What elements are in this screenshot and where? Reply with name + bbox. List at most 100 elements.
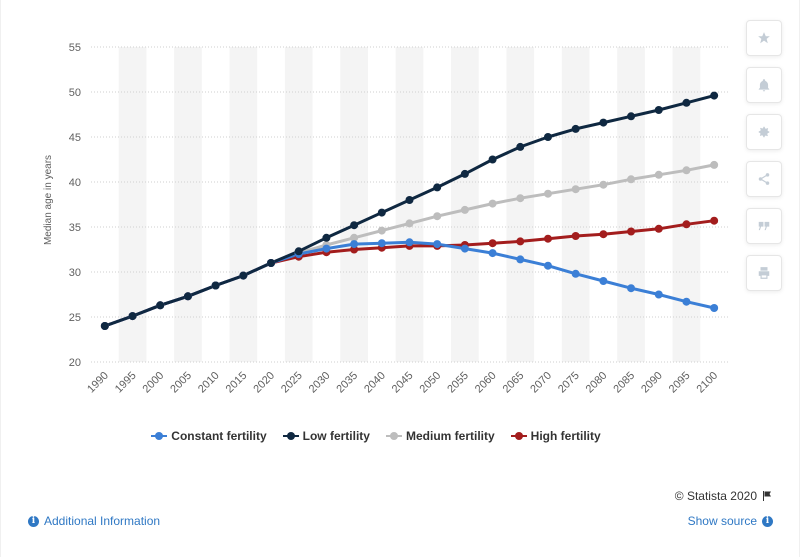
data-point-low-fertility[interactable] [627, 112, 636, 121]
data-point-high-fertility[interactable] [682, 220, 691, 229]
data-point-constant-fertility[interactable] [350, 240, 359, 249]
data-point-low-fertility[interactable] [239, 271, 248, 280]
y-tick-label: 45 [69, 132, 81, 144]
x-tick-label: 2005 [168, 370, 194, 396]
data-point-low-fertility[interactable] [682, 98, 691, 107]
legend-item-low-fertility[interactable]: Low fertility [282, 429, 370, 443]
data-point-low-fertility[interactable] [460, 169, 469, 178]
series-points [100, 91, 719, 330]
data-point-low-fertility[interactable] [377, 208, 386, 217]
data-point-low-fertility[interactable] [654, 106, 663, 114]
data-point-low-fertility[interactable] [267, 259, 276, 267]
data-point-medium-fertility[interactable] [516, 194, 525, 203]
statista-credit[interactable]: © Statista 2020 [675, 489, 773, 503]
data-point-high-fertility[interactable] [543, 234, 552, 243]
y-tick-label: 20 [69, 357, 81, 369]
data-point-low-fertility[interactable] [543, 133, 552, 141]
legend-item-medium-fertility[interactable]: Medium fertility [385, 429, 495, 443]
data-point-medium-fertility[interactable] [377, 226, 386, 235]
notification-button[interactable] [746, 67, 782, 103]
data-point-constant-fertility[interactable] [654, 290, 663, 299]
data-point-high-fertility[interactable] [654, 224, 663, 233]
data-point-low-fertility[interactable] [322, 233, 331, 242]
data-point-high-fertility[interactable] [710, 216, 719, 225]
x-tick-label: 2065 [501, 370, 527, 396]
data-point-low-fertility[interactable] [405, 196, 414, 204]
data-point-low-fertility[interactable] [710, 91, 719, 100]
data-point-constant-fertility[interactable] [460, 244, 469, 253]
additional-information-label: Additional Information [44, 514, 161, 528]
data-point-constant-fertility[interactable] [599, 277, 608, 285]
column-band [284, 47, 313, 362]
data-point-low-fertility[interactable] [599, 118, 608, 127]
data-point-medium-fertility[interactable] [543, 189, 552, 198]
legend-item-constant-fertility[interactable]: Constant fertility [151, 429, 267, 443]
data-point-medium-fertility[interactable] [627, 175, 636, 184]
settings-button[interactable] [746, 114, 782, 150]
favorite-button[interactable] [746, 20, 782, 56]
x-tick-label: 2085 [611, 370, 637, 396]
column-band [118, 47, 147, 362]
data-point-medium-fertility[interactable] [488, 199, 497, 208]
cite-button[interactable] [746, 208, 782, 244]
data-point-constant-fertility[interactable] [627, 284, 636, 293]
column-band [451, 47, 479, 362]
info-icon: i [762, 515, 773, 527]
data-point-medium-fertility[interactable] [405, 219, 414, 228]
x-tick-label: 2090 [639, 370, 665, 396]
y-tick-label: 50 [69, 87, 81, 99]
y-axis-label: Median age in years [43, 155, 54, 245]
column-band [672, 47, 701, 362]
show-source-link[interactable]: Show source i [688, 514, 773, 528]
x-tick-label: 2095 [667, 370, 693, 396]
data-point-low-fertility[interactable] [211, 281, 220, 290]
flag-icon [763, 491, 771, 501]
data-point-medium-fertility[interactable] [433, 212, 442, 221]
data-point-constant-fertility[interactable] [543, 261, 552, 270]
data-point-low-fertility[interactable] [516, 142, 525, 151]
column-bands [118, 47, 701, 362]
x-tick-label: 2100 [694, 370, 720, 396]
data-point-constant-fertility[interactable] [571, 269, 580, 278]
data-point-constant-fertility[interactable] [516, 255, 525, 264]
data-point-medium-fertility[interactable] [682, 166, 691, 175]
data-point-low-fertility[interactable] [433, 183, 442, 192]
data-point-constant-fertility[interactable] [377, 239, 386, 248]
data-point-constant-fertility[interactable] [682, 297, 691, 306]
x-tick-label: 1990 [85, 370, 111, 396]
data-point-high-fertility[interactable] [488, 239, 497, 248]
x-tick-label: 1995 [113, 370, 139, 396]
data-point-high-fertility[interactable] [516, 237, 525, 246]
data-point-constant-fertility[interactable] [488, 249, 497, 258]
x-tick-label: 2015 [224, 370, 250, 396]
legend-item-high-fertility[interactable]: High fertility [510, 429, 601, 443]
data-point-medium-fertility[interactable] [460, 205, 469, 214]
data-point-medium-fertility[interactable] [350, 233, 359, 242]
data-point-high-fertility[interactable] [599, 230, 608, 239]
data-point-high-fertility[interactable] [571, 232, 580, 240]
data-point-low-fertility[interactable] [183, 292, 192, 301]
data-point-constant-fertility[interactable] [433, 240, 442, 249]
additional-information-link[interactable]: i Additional Information [28, 514, 160, 528]
x-tick-label: 2080 [584, 370, 610, 396]
x-tick-label: 2010 [196, 370, 222, 396]
data-point-low-fertility[interactable] [350, 221, 359, 230]
gear-icon [758, 126, 770, 138]
data-point-low-fertility[interactable] [488, 155, 497, 164]
data-point-constant-fertility[interactable] [322, 244, 331, 253]
print-icon [758, 267, 770, 279]
print-button[interactable] [746, 255, 782, 291]
data-point-medium-fertility[interactable] [599, 180, 608, 189]
data-point-low-fertility[interactable] [294, 247, 303, 256]
data-point-high-fertility[interactable] [627, 227, 636, 236]
data-point-low-fertility[interactable] [156, 301, 165, 310]
share-button[interactable] [746, 161, 782, 197]
data-point-low-fertility[interactable] [571, 124, 580, 133]
data-point-medium-fertility[interactable] [571, 185, 580, 194]
data-point-constant-fertility[interactable] [710, 304, 719, 312]
data-point-low-fertility[interactable] [100, 322, 109, 330]
data-point-constant-fertility[interactable] [405, 238, 414, 247]
data-point-medium-fertility[interactable] [654, 170, 663, 179]
data-point-medium-fertility[interactable] [710, 160, 719, 169]
data-point-low-fertility[interactable] [128, 312, 137, 321]
